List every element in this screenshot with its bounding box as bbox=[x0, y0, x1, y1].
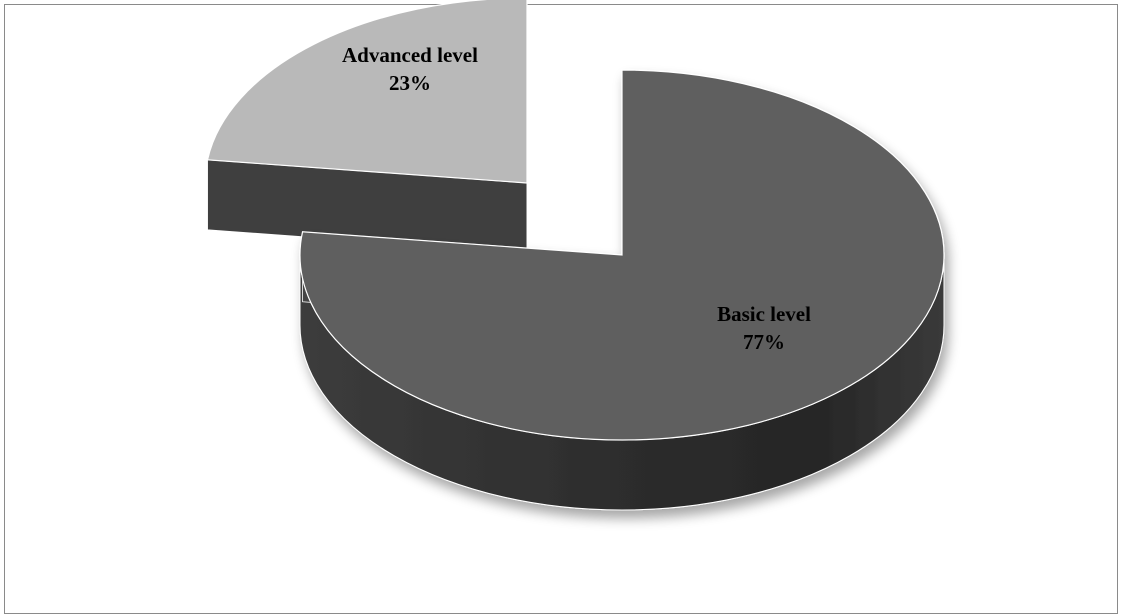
pie-slice-top bbox=[299, 69, 945, 441]
pie-slice-advanced-level bbox=[206, 0, 528, 254]
pie-slice-basic-level bbox=[299, 69, 945, 511]
slice-percent-label: 23% bbox=[389, 71, 431, 95]
slice-category-label: Basic level bbox=[717, 302, 811, 326]
slice-percent-label: 77% bbox=[743, 330, 785, 354]
pie-slice-top bbox=[206, 0, 528, 184]
slice-category-label: Advanced level bbox=[342, 43, 478, 67]
